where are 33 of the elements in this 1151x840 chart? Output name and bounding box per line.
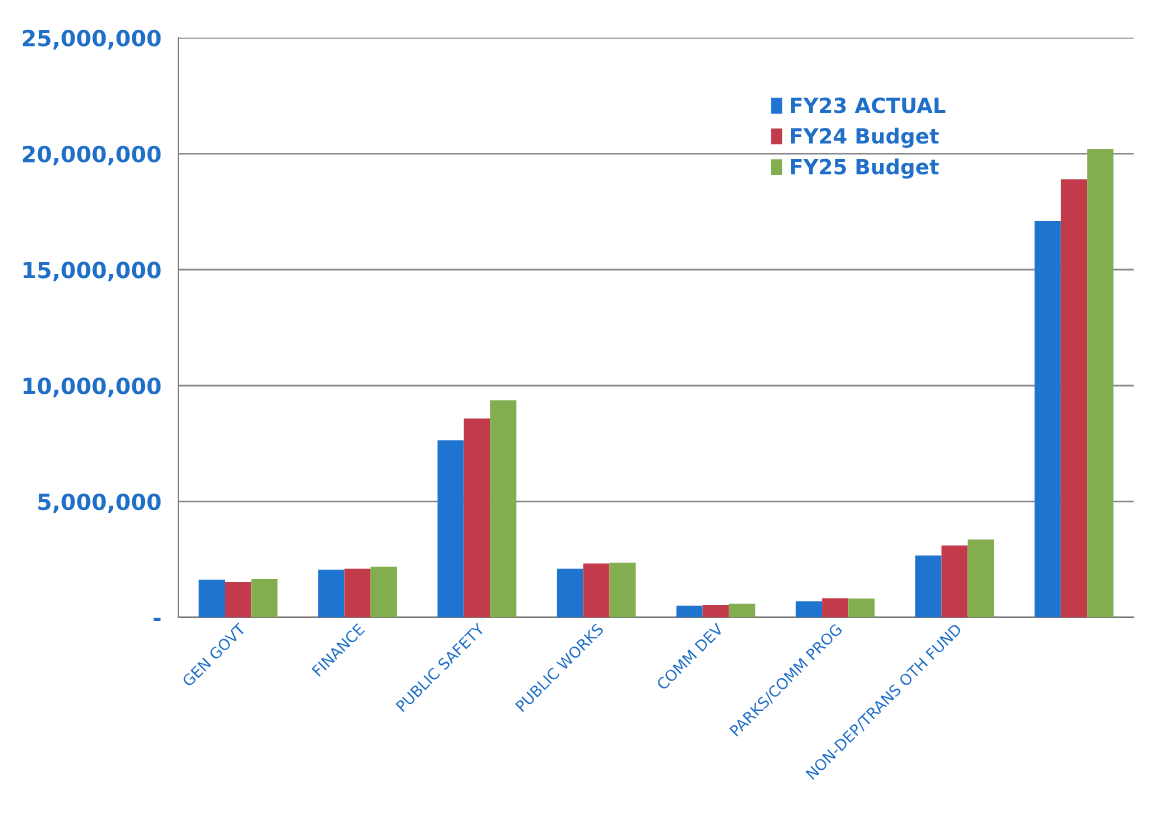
bar xyxy=(556,568,584,618)
y-tick-label: 5,000,000 xyxy=(38,493,161,514)
bar xyxy=(795,601,823,618)
bar xyxy=(251,578,278,618)
y-tick-label: - xyxy=(153,617,161,622)
bar xyxy=(848,598,875,618)
bar xyxy=(490,400,517,618)
bar xyxy=(318,569,345,618)
bar xyxy=(728,603,756,618)
bar xyxy=(344,568,371,618)
bar xyxy=(609,562,636,618)
bar xyxy=(198,579,225,618)
y-tick-label: 25,000,000 xyxy=(22,29,161,50)
legend-label: FY23 ACTUAL xyxy=(791,97,946,114)
bar xyxy=(822,598,849,618)
bar xyxy=(437,440,464,618)
bar xyxy=(941,545,968,618)
bar xyxy=(370,566,397,618)
y-tick-label: 20,000,000 xyxy=(22,145,161,166)
bar xyxy=(1060,179,1088,618)
legend-label: FY24 Budget xyxy=(791,127,939,149)
bar xyxy=(1087,149,1114,618)
bar xyxy=(583,563,610,618)
bar xyxy=(224,581,252,618)
bar xyxy=(702,605,729,618)
legend-label: FY25 Budget xyxy=(791,158,939,179)
bar xyxy=(915,555,942,618)
bar xyxy=(676,605,703,618)
bar xyxy=(1034,220,1061,618)
bar xyxy=(463,418,491,618)
bar xyxy=(967,539,995,618)
y-tick-label: 10,000,000 xyxy=(23,377,161,398)
y-tick-label: 15,000,000 xyxy=(23,261,161,282)
